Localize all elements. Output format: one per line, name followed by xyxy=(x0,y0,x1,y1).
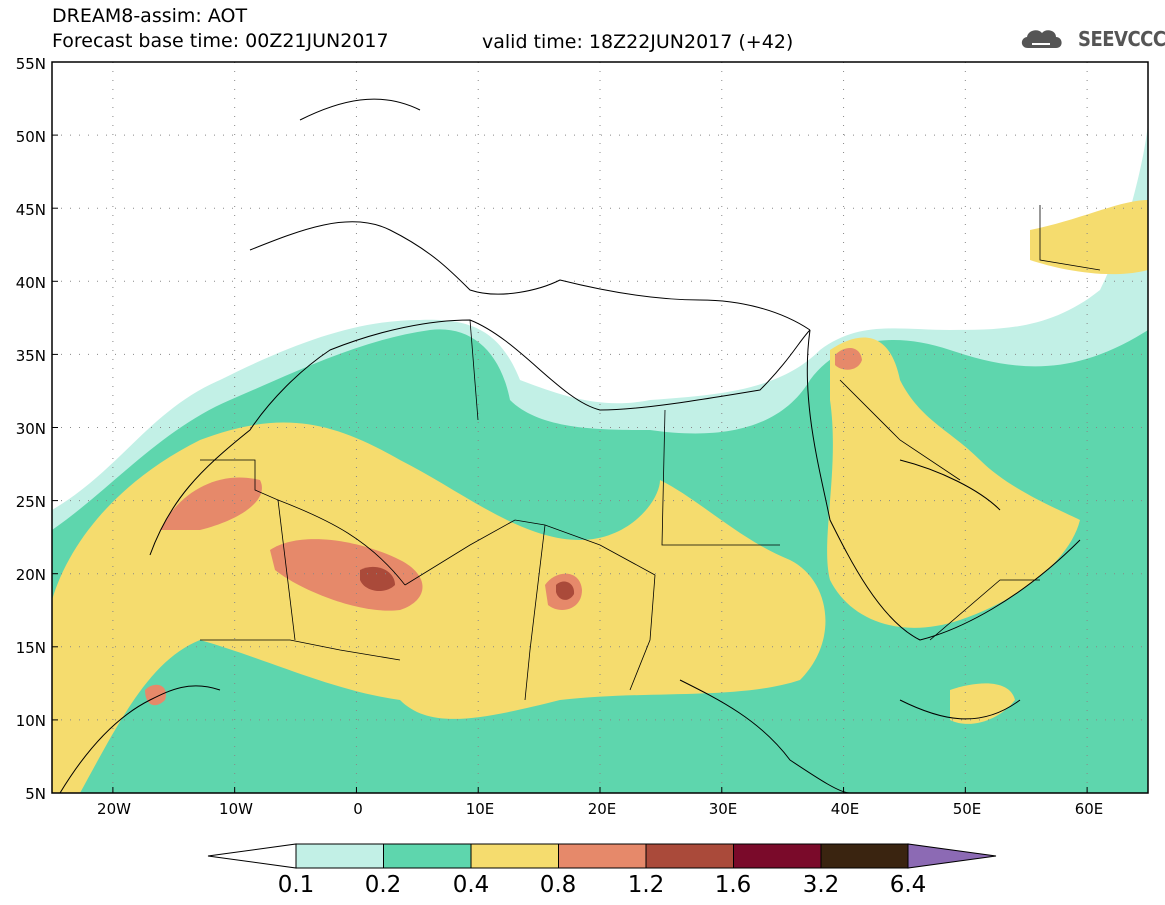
cloud-logo-icon xyxy=(1021,30,1062,48)
lat-label: 45N xyxy=(15,201,46,219)
lat-label: 20N xyxy=(15,566,46,584)
lon-label: 50E xyxy=(952,800,982,818)
aot-band-0.4 xyxy=(52,422,826,793)
colorbar-box xyxy=(295,843,384,869)
lon-label: 0 xyxy=(353,800,363,818)
chart-title: DREAM8-assim: AOT xyxy=(52,5,248,27)
aot-band-0.8-iraq xyxy=(835,348,862,370)
lat-label: 55N xyxy=(15,55,46,73)
valid-time: valid time: 18Z22JUN2017 (+42) xyxy=(482,31,794,53)
lon-label: 60E xyxy=(1074,800,1104,818)
colorbar-box xyxy=(820,843,909,869)
colorbar-label: 1.6 xyxy=(714,872,752,898)
country-borders xyxy=(200,205,1101,701)
colorbar-left-arrow xyxy=(207,843,297,869)
colorbar-box xyxy=(558,843,647,869)
aot-band-1.2-chad xyxy=(556,581,575,600)
lat-label: 25N xyxy=(15,493,46,511)
colorbar-label: 6.4 xyxy=(889,872,927,898)
colorbar-box xyxy=(383,843,472,869)
aot-band-0.4-east xyxy=(827,337,1080,628)
colorbar-label: 1.2 xyxy=(627,872,665,898)
aot-band-0.8 xyxy=(160,477,262,530)
axis-ticks xyxy=(52,134,1088,793)
colorbar-label: 0.8 xyxy=(539,872,577,898)
colorbar-right-arrow xyxy=(907,843,997,869)
lat-label: 50N xyxy=(15,128,46,146)
aot-band-1.2 xyxy=(360,566,395,592)
lon-label: 20W xyxy=(97,800,131,818)
lon-label: 10E xyxy=(465,800,495,818)
lat-label: 35N xyxy=(15,347,46,365)
coastlines xyxy=(59,98,1081,794)
aot-band-0.8-mali xyxy=(270,539,423,611)
aot-band-0.4-som xyxy=(950,683,1015,724)
colorbar-label: 0.1 xyxy=(277,872,315,898)
colorbar-box xyxy=(733,843,822,869)
lat-label: 15N xyxy=(15,639,46,657)
lon-label: 40E xyxy=(830,800,860,818)
logo-text: SEEVCCC xyxy=(1078,27,1165,51)
colorbar-box xyxy=(470,843,559,869)
lat-label: 40N xyxy=(15,274,46,292)
colorbar-label: 3.2 xyxy=(802,872,840,898)
lat-label: 5N xyxy=(25,785,46,803)
colorbar-label: 0.4 xyxy=(452,872,490,898)
aot-band-0.4-ne xyxy=(1030,200,1148,275)
lat-label: 10N xyxy=(15,712,46,730)
lat-label: 30N xyxy=(15,420,46,438)
forecast-base-time: Forecast base time: 00Z21JUN2017 xyxy=(52,30,389,52)
lon-label: 10W xyxy=(219,800,253,818)
colorbar-label: 0.2 xyxy=(364,872,402,898)
colorbar-box xyxy=(645,843,734,869)
lon-label: 20E xyxy=(587,800,617,818)
lon-label: 30E xyxy=(708,800,738,818)
